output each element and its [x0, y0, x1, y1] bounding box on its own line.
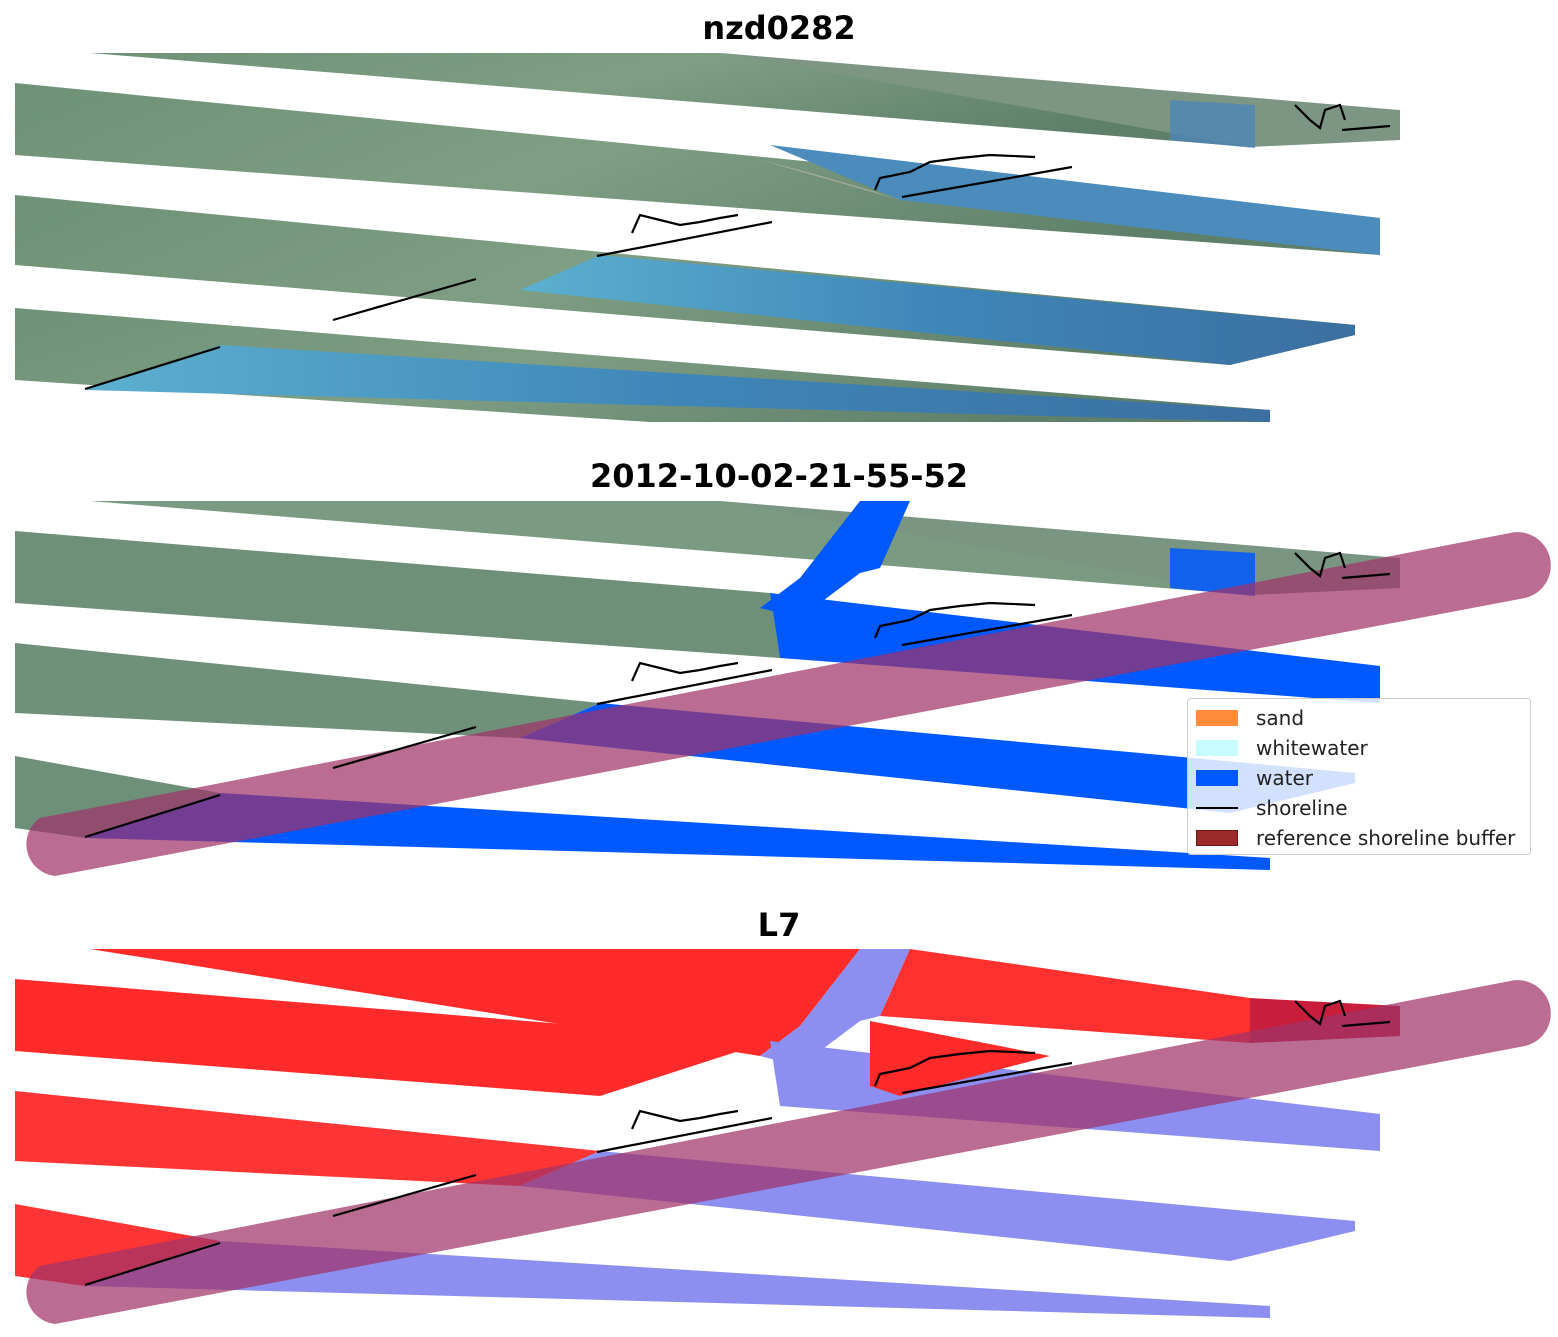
panel-title-index: L7 — [757, 906, 801, 944]
rgb-image-panel — [0, 50, 1558, 430]
legend: sand whitewater water shoreline referenc… — [1187, 698, 1531, 855]
classified-image — [15, 501, 1551, 876]
legend-label: sand — [1256, 706, 1305, 730]
whitewater-swatch — [1196, 740, 1238, 756]
reference-shoreline-buffer — [26, 980, 1551, 1324]
panel-title-rgb: nzd0282 — [702, 9, 856, 47]
index-image — [15, 949, 1551, 1324]
shoreline-swatch — [1196, 807, 1238, 809]
legend-label: whitewater — [1256, 736, 1368, 760]
water-patch — [1170, 100, 1255, 148]
sand-spit — [870, 1021, 1050, 1096]
water-class-patch — [1170, 548, 1255, 596]
sand-swatch — [1196, 710, 1238, 726]
buffer-swatch — [1196, 830, 1238, 846]
legend-item-buffer: reference shoreline buffer — [1196, 823, 1522, 853]
shoreline-lines — [84, 103, 1391, 391]
shoreline-lines — [84, 999, 1391, 1287]
water-inlet — [760, 949, 910, 1066]
legend-label: reference shoreline buffer — [1256, 826, 1516, 850]
index-image-panel — [0, 946, 1558, 1326]
shoreline-lines — [84, 551, 1391, 839]
panel-title-classified: 2012-10-02-21-55-52 — [589, 457, 969, 495]
legend-label: water — [1256, 766, 1313, 790]
rgb-image — [15, 53, 1400, 422]
sand-patch — [760, 160, 900, 200]
legend-item-whitewater: whitewater — [1196, 733, 1522, 763]
legend-label: shoreline — [1256, 796, 1348, 820]
water-class-inlet — [760, 501, 910, 618]
reference-shoreline-buffer — [26, 532, 1551, 876]
legend-item-sand: sand — [1196, 703, 1522, 733]
legend-item-shoreline: shoreline — [1196, 793, 1522, 823]
classified-image-panel — [0, 498, 1558, 878]
scan-stripes — [15, 501, 1400, 870]
water-swatch — [1196, 770, 1238, 786]
legend-item-water: water — [1196, 763, 1522, 793]
